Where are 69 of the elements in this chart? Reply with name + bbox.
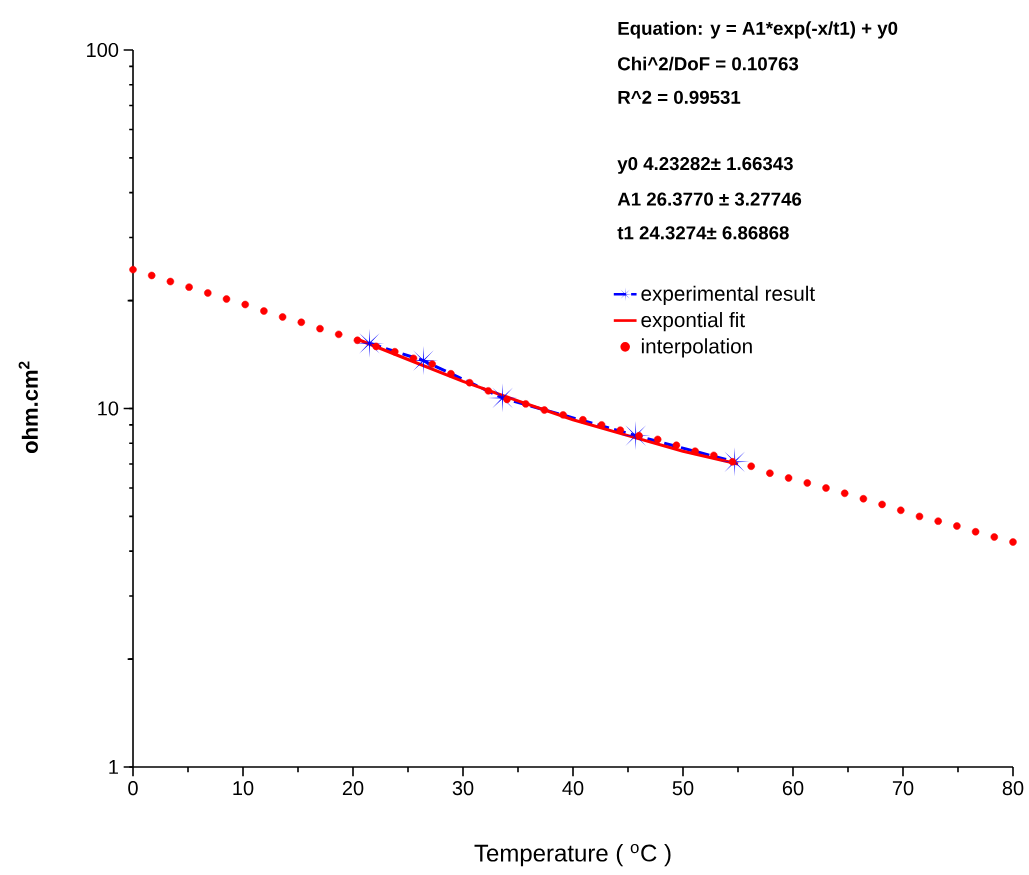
point xyxy=(166,277,175,286)
point xyxy=(391,347,399,356)
point xyxy=(316,324,324,333)
text: Equation: y = A1*exp(-x/t1) + y0 xyxy=(618,21,898,39)
x-tick-label: 0 xyxy=(128,781,138,796)
point xyxy=(635,431,643,440)
point xyxy=(822,484,830,492)
point xyxy=(540,406,549,414)
annotation: y0 4.23282± 1.66343 xyxy=(617,156,793,174)
annotation: R^2 = 0.99531 xyxy=(618,90,741,104)
point xyxy=(784,474,793,482)
point xyxy=(260,307,268,315)
point xyxy=(297,318,306,326)
x-tick-label: 30 xyxy=(452,781,474,796)
point xyxy=(747,462,755,470)
legend-label: interpolation xyxy=(641,338,752,358)
annotation: t1 24.3274± 6.86868 xyxy=(617,226,789,240)
point xyxy=(241,300,249,309)
y-axis-title: ohm.cm$^{2}$ xyxy=(18,361,38,453)
point xyxy=(803,479,812,487)
point xyxy=(521,400,530,408)
point xyxy=(691,447,699,455)
point xyxy=(990,533,999,541)
point xyxy=(953,522,961,530)
point xyxy=(971,528,980,536)
annotation: A1 26.3770 ± 3.27746 xyxy=(617,192,802,206)
point xyxy=(334,330,343,339)
point xyxy=(766,469,774,477)
point xyxy=(447,370,455,378)
point xyxy=(147,271,156,280)
point xyxy=(897,506,905,515)
y-tick-label: 1 xyxy=(109,760,118,774)
x-tick-label: 40 xyxy=(562,781,584,796)
point xyxy=(728,458,737,466)
x-tick-label: 70 xyxy=(892,781,914,796)
point xyxy=(129,265,137,274)
point xyxy=(840,489,849,498)
y-tick-label: 10 xyxy=(98,401,119,416)
x-tick-label: 80 xyxy=(1002,781,1024,796)
point xyxy=(204,289,212,297)
point xyxy=(653,435,662,444)
legend-label: experimental result xyxy=(641,285,815,306)
x-axis-title: Temperature ( $^{o}$C ) xyxy=(474,843,671,867)
point xyxy=(559,411,567,419)
point xyxy=(672,441,681,449)
point xyxy=(597,421,606,429)
point xyxy=(616,426,625,434)
x-tick-label: 60 xyxy=(782,781,804,796)
point xyxy=(372,342,380,351)
point xyxy=(878,500,886,509)
point xyxy=(859,495,868,503)
annotation: Chi^2/DoF = 0.10763 xyxy=(618,56,799,71)
point xyxy=(915,512,924,521)
point xyxy=(185,283,193,291)
point xyxy=(428,360,436,368)
x-tick-label: 20 xyxy=(342,781,364,796)
point xyxy=(278,313,287,321)
x-tick-label: 10 xyxy=(233,781,254,796)
point xyxy=(579,416,587,424)
point xyxy=(503,395,511,404)
point xyxy=(222,295,231,303)
point xyxy=(353,336,362,345)
point xyxy=(484,387,493,395)
legend-label: expontial fit xyxy=(641,312,745,332)
y-tick-label: 100 xyxy=(87,42,119,58)
point xyxy=(1009,538,1017,546)
x-tick-label: 50 xyxy=(672,781,694,796)
point xyxy=(465,378,474,387)
point xyxy=(934,517,942,525)
